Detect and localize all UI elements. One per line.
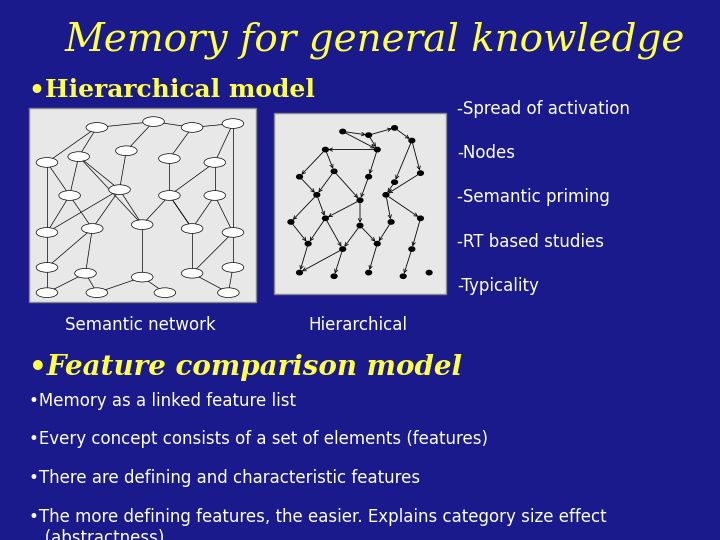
- Ellipse shape: [68, 152, 89, 161]
- Circle shape: [418, 216, 423, 220]
- Ellipse shape: [81, 224, 103, 233]
- Ellipse shape: [132, 220, 153, 229]
- Ellipse shape: [143, 117, 164, 126]
- Text: Hierarchical: Hierarchical: [308, 316, 408, 334]
- Ellipse shape: [217, 288, 239, 298]
- Ellipse shape: [181, 123, 203, 132]
- Text: -Spread of activation: -Spread of activation: [457, 100, 630, 118]
- Circle shape: [366, 271, 372, 275]
- Circle shape: [314, 193, 320, 197]
- Circle shape: [392, 126, 397, 130]
- Ellipse shape: [132, 272, 153, 282]
- Ellipse shape: [86, 288, 108, 298]
- Circle shape: [323, 216, 328, 220]
- Circle shape: [374, 147, 380, 152]
- Ellipse shape: [222, 119, 243, 129]
- Text: •The more defining features, the easier. Explains category size effect
   (abstr: •The more defining features, the easier.…: [29, 508, 606, 540]
- Ellipse shape: [59, 191, 81, 200]
- Circle shape: [374, 241, 380, 246]
- Circle shape: [400, 274, 406, 279]
- Text: -Semantic priming: -Semantic priming: [457, 188, 610, 206]
- Ellipse shape: [154, 288, 176, 298]
- Ellipse shape: [36, 158, 58, 167]
- Ellipse shape: [204, 191, 225, 200]
- Ellipse shape: [36, 227, 58, 237]
- Text: Semantic network: Semantic network: [65, 316, 216, 334]
- Circle shape: [331, 169, 337, 173]
- Bar: [274, 113, 446, 294]
- Text: -Nodes: -Nodes: [457, 144, 516, 162]
- Text: •Hierarchical model: •Hierarchical model: [29, 78, 315, 102]
- Text: -RT based studies: -RT based studies: [457, 233, 604, 251]
- Text: -Typicality: -Typicality: [457, 277, 539, 295]
- Circle shape: [297, 271, 302, 275]
- Ellipse shape: [109, 185, 130, 194]
- Circle shape: [418, 171, 423, 176]
- Ellipse shape: [86, 123, 108, 132]
- Ellipse shape: [115, 146, 137, 156]
- Ellipse shape: [75, 268, 96, 278]
- Circle shape: [323, 147, 328, 152]
- Circle shape: [426, 271, 432, 275]
- Circle shape: [383, 193, 389, 197]
- Ellipse shape: [158, 191, 180, 200]
- Ellipse shape: [181, 268, 203, 278]
- Circle shape: [357, 224, 363, 228]
- Ellipse shape: [36, 288, 58, 298]
- Circle shape: [409, 247, 415, 251]
- Circle shape: [409, 138, 415, 143]
- Ellipse shape: [181, 224, 203, 233]
- Ellipse shape: [222, 262, 243, 272]
- Circle shape: [340, 129, 346, 134]
- Ellipse shape: [158, 154, 180, 164]
- Bar: [29, 108, 256, 302]
- Text: Memory for general knowledge: Memory for general knowledge: [64, 22, 685, 59]
- Circle shape: [366, 174, 372, 179]
- Circle shape: [297, 174, 302, 179]
- Circle shape: [392, 180, 397, 184]
- Circle shape: [340, 247, 346, 251]
- Ellipse shape: [36, 262, 58, 272]
- Circle shape: [357, 198, 363, 202]
- Text: •There are defining and characteristic features: •There are defining and characteristic f…: [29, 469, 420, 487]
- Circle shape: [366, 133, 372, 137]
- Circle shape: [331, 274, 337, 279]
- Circle shape: [388, 220, 394, 224]
- Ellipse shape: [222, 227, 243, 237]
- Circle shape: [305, 241, 311, 246]
- Text: •Every concept consists of a set of elements (features): •Every concept consists of a set of elem…: [29, 430, 488, 448]
- Ellipse shape: [204, 158, 225, 167]
- Text: •Feature comparison model: •Feature comparison model: [29, 354, 462, 381]
- Circle shape: [288, 220, 294, 224]
- Text: •Memory as a linked feature list: •Memory as a linked feature list: [29, 392, 296, 409]
